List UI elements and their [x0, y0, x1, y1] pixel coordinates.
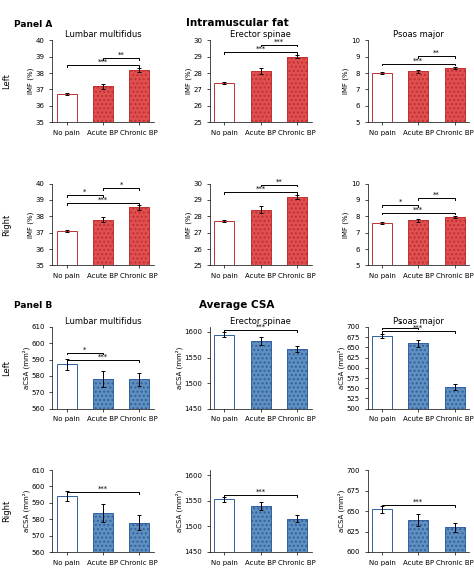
- Text: *: *: [119, 182, 123, 187]
- Y-axis label: aCSA (mm²): aCSA (mm²): [175, 490, 183, 532]
- Bar: [445, 527, 465, 552]
- Bar: [214, 499, 235, 552]
- Bar: [129, 380, 149, 409]
- Bar: [57, 365, 77, 409]
- Text: Intramuscular fat: Intramuscular fat: [186, 18, 288, 28]
- Text: *: *: [399, 199, 402, 205]
- Bar: [372, 223, 392, 266]
- Bar: [214, 83, 235, 122]
- Y-axis label: aCSA (mm²): aCSA (mm²): [175, 347, 183, 389]
- Bar: [251, 341, 271, 409]
- Text: Average CSA: Average CSA: [199, 300, 275, 309]
- Bar: [93, 380, 113, 409]
- Y-axis label: aCSA (mm²): aCSA (mm²): [22, 490, 29, 532]
- Bar: [409, 343, 428, 409]
- Text: ***: ***: [413, 499, 423, 505]
- Title: Lumbar multifidus: Lumbar multifidus: [64, 30, 141, 40]
- Bar: [251, 210, 271, 266]
- Text: Left: Left: [2, 73, 11, 89]
- Bar: [372, 509, 392, 552]
- Text: ***: ***: [98, 59, 108, 65]
- Title: Lumbar multifidus: Lumbar multifidus: [64, 317, 141, 326]
- Y-axis label: IMF (%): IMF (%): [343, 211, 349, 237]
- Bar: [129, 70, 149, 122]
- Bar: [93, 86, 113, 122]
- Bar: [372, 336, 392, 409]
- Y-axis label: IMF (%): IMF (%): [185, 68, 192, 94]
- Bar: [129, 207, 149, 266]
- Text: *: *: [83, 189, 87, 195]
- Text: ***: ***: [255, 324, 266, 329]
- Y-axis label: IMF (%): IMF (%): [185, 211, 192, 237]
- Title: Erector spinae: Erector spinae: [230, 30, 291, 40]
- Bar: [445, 387, 465, 409]
- Text: Panel A: Panel A: [14, 20, 53, 29]
- Text: ***: ***: [255, 186, 266, 192]
- Text: ***: ***: [98, 197, 108, 202]
- Bar: [93, 513, 113, 552]
- Bar: [251, 506, 271, 552]
- Text: *: *: [83, 346, 87, 352]
- Bar: [445, 68, 465, 122]
- Text: Panel B: Panel B: [14, 301, 53, 309]
- Bar: [409, 220, 428, 266]
- Text: ***: ***: [255, 46, 266, 52]
- Bar: [57, 496, 77, 552]
- Y-axis label: IMF (%): IMF (%): [27, 68, 34, 94]
- Text: ***: ***: [413, 325, 423, 331]
- Title: Psoas major: Psoas major: [393, 317, 444, 326]
- Text: ***: ***: [274, 39, 284, 44]
- Text: ***: ***: [255, 488, 266, 494]
- Text: ***: ***: [98, 354, 108, 360]
- Bar: [409, 520, 428, 552]
- Bar: [287, 349, 307, 409]
- Bar: [129, 523, 149, 552]
- Bar: [214, 335, 235, 409]
- Text: ***: ***: [413, 58, 423, 63]
- Text: **: **: [433, 50, 440, 56]
- Text: Right: Right: [2, 213, 11, 236]
- Bar: [445, 217, 465, 266]
- Title: Psoas major: Psoas major: [393, 30, 444, 40]
- Y-axis label: IMF (%): IMF (%): [27, 211, 34, 237]
- Y-axis label: aCSA (mm²): aCSA (mm²): [337, 347, 345, 389]
- Bar: [372, 73, 392, 122]
- Y-axis label: IMF (%): IMF (%): [343, 68, 349, 94]
- Y-axis label: aCSA (mm²): aCSA (mm²): [22, 347, 29, 389]
- Text: ***: ***: [98, 485, 108, 492]
- Bar: [287, 197, 307, 266]
- Bar: [57, 231, 77, 266]
- Bar: [93, 220, 113, 266]
- Text: Left: Left: [2, 360, 11, 375]
- Bar: [57, 94, 77, 122]
- Text: *: *: [399, 321, 402, 327]
- Bar: [251, 71, 271, 122]
- Bar: [287, 56, 307, 122]
- Y-axis label: aCSA (mm²): aCSA (mm²): [337, 490, 345, 532]
- Text: Right: Right: [2, 500, 11, 522]
- Title: Erector spinae: Erector spinae: [230, 317, 291, 326]
- Text: **: **: [118, 52, 125, 58]
- Text: ***: ***: [413, 206, 423, 212]
- Bar: [214, 221, 235, 266]
- Bar: [287, 519, 307, 552]
- Text: **: **: [433, 191, 440, 198]
- Bar: [409, 71, 428, 122]
- Text: **: **: [275, 178, 282, 185]
